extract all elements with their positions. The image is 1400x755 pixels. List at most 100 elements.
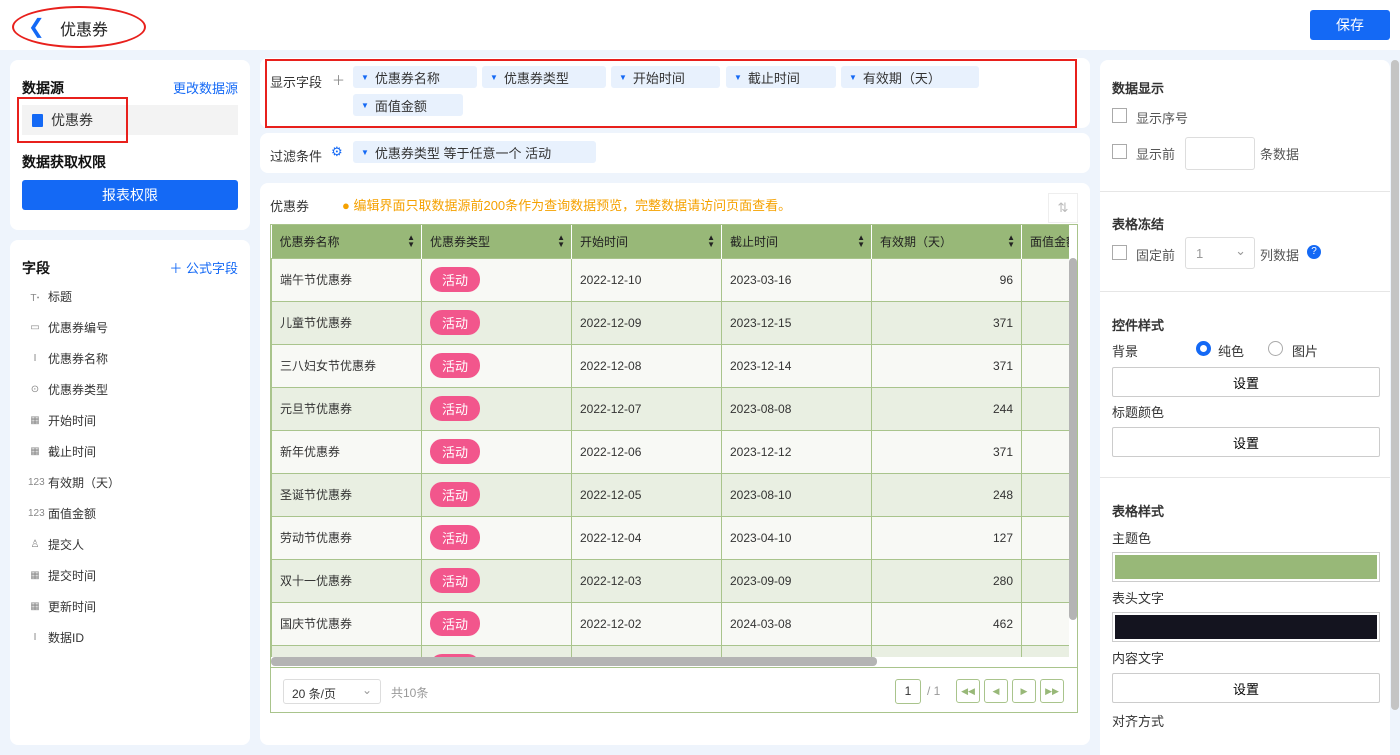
cell-name: 新年优惠券 (271, 429, 422, 474)
column-header[interactable]: 有效期（天） ▲ ▼ (871, 225, 1022, 258)
cell-type: 活动 (421, 644, 572, 657)
table-row[interactable]: 儿童节优惠券 活动 2022-12-09 2023-12-15 371 (271, 300, 1069, 345)
header-text-color-swatch[interactable] (1112, 612, 1380, 642)
page-size-select[interactable]: 20 条/页 ⌄ (283, 679, 381, 704)
cell-start: 2022-12-06 (571, 429, 722, 474)
table-row[interactable]: 劳动节优惠券 活动 2022-12-04 2023-04-10 127 (271, 515, 1069, 560)
show-first-checkbox[interactable] (1112, 144, 1127, 159)
field-item[interactable]: 123 有效期（天） (28, 474, 120, 491)
freeze-checkbox[interactable] (1112, 245, 1127, 260)
table-row[interactable]: 三八妇女节优惠券 活动 2022-12-08 2023-12-14 371 (271, 343, 1069, 388)
permission-label: 数据获取权限 (22, 154, 106, 170)
filter-chip[interactable]: ▼ 优惠券类型 等于任意一个 活动 (353, 141, 596, 163)
column-header[interactable]: 面值金额 (1021, 225, 1069, 258)
column-header[interactable]: 截止时间 ▲ ▼ (721, 225, 872, 258)
cell-validity: 371 (871, 429, 1022, 474)
column-header[interactable]: 优惠券名称 ▲ ▼ (271, 225, 422, 258)
sort-icon[interactable]: ▲ ▼ (707, 233, 715, 249)
page-input[interactable]: 1 (895, 679, 921, 704)
table-row[interactable]: 活动 (271, 644, 1069, 657)
display-field-chip[interactable]: ▼ 有效期（天） (841, 66, 979, 88)
horizontal-scrollbar[interactable] (271, 657, 877, 666)
table-row[interactable]: 国庆节优惠券 活动 2022-12-02 2024-03-08 462 (271, 601, 1069, 646)
next-page-icon[interactable]: ▶ (1012, 679, 1036, 703)
column-header[interactable]: 优惠券类型 ▲ ▼ (421, 225, 572, 258)
show-first-label: 显示前 (1136, 147, 1176, 162)
cell-end: 2023-04-10 (721, 515, 872, 560)
cell-end: 2023-08-10 (721, 472, 872, 517)
freeze-heading: 表格冻结 (1112, 217, 1165, 232)
field-name: 有效期（天） (48, 476, 121, 490)
show-first-input[interactable] (1185, 137, 1255, 170)
datasource-name: 优惠券 (51, 112, 93, 128)
background-set-button[interactable]: 设置 (1112, 367, 1380, 397)
column-title: 开始时间 (580, 234, 629, 249)
freeze-value: 1 (1196, 246, 1204, 261)
theme-color-swatch[interactable] (1112, 552, 1380, 582)
show-index-checkbox[interactable] (1112, 108, 1127, 123)
table-row[interactable]: 圣诞节优惠券 活动 2022-12-05 2023-08-10 248 (271, 472, 1069, 517)
display-field-chip[interactable]: ▼ 开始时间 (611, 66, 720, 88)
header-row: 优惠券名称 ▲▼ 优惠券类型 ▲▼ 开始时间 ▲▼ 截止时间 ▲▼ 有效期（天） ▲▼ 面值金额 (271, 225, 1069, 258)
field-item[interactable]: ▦ 开始时间 (28, 412, 96, 429)
sort-icon[interactable]: ▲ ▼ (1007, 233, 1015, 249)
solid-radio[interactable] (1196, 341, 1211, 356)
type-badge: 活动 (430, 396, 481, 421)
image-radio[interactable] (1268, 341, 1283, 356)
plus-icon: ＋ (169, 261, 186, 276)
title-color-set-button[interactable]: 设置 (1112, 427, 1380, 457)
sort-icon[interactable]: ▲ ▼ (857, 233, 865, 249)
sort-toggle-icon[interactable]: ⇅ (1048, 193, 1078, 223)
field-name: 截止时间 (48, 445, 97, 459)
field-item[interactable]: 123 面值金额 (28, 505, 96, 522)
sort-icon[interactable]: ▲ ▼ (557, 233, 565, 249)
save-button[interactable]: 保存 (1310, 10, 1390, 40)
table-scroll[interactable]: 优惠券名称 ▲▼ 优惠券类型 ▲▼ 开始时间 ▲▼ 截止时间 ▲▼ 有效期（天） ▲▼ 面值金额端午… (271, 225, 1069, 657)
field-name: 优惠券类型 (48, 383, 109, 397)
report-permission-button[interactable]: 报表权限 (22, 180, 238, 210)
cell-name: 儿童节优惠券 (271, 300, 422, 345)
column-header[interactable]: 开始时间 ▲ ▼ (571, 225, 722, 258)
field-item[interactable]: ♙ 提交人 (28, 536, 85, 553)
vertical-scrollbar[interactable] (1069, 258, 1077, 620)
add-field-icon[interactable]: ＋ (332, 73, 346, 88)
display-field-chip[interactable]: ▼ 截止时间 (726, 66, 836, 88)
type-badge: 活动 (430, 525, 481, 550)
show-first-suffix: 条数据 (1260, 147, 1300, 162)
table-row[interactable]: 双十一优惠券 活动 2022-12-03 2023-09-09 280 (271, 558, 1069, 603)
field-item[interactable]: ▭ 优惠券编号 (28, 319, 108, 336)
change-datasource-link[interactable]: 更改数据源 (172, 81, 238, 96)
table-row[interactable]: 新年优惠券 活动 2022-12-06 2023-12-12 371 (271, 429, 1069, 474)
cell-amount (1021, 386, 1069, 431)
gear-icon[interactable]: ⚙ (331, 144, 343, 159)
help-icon[interactable]: ? (1307, 245, 1321, 259)
panel-scrollbar[interactable] (1391, 60, 1399, 710)
first-page-icon[interactable]: ◀◀ (956, 679, 980, 703)
cell-end: 2023-12-12 (721, 429, 872, 474)
field-item[interactable]: ▦ 提交时间 (28, 567, 96, 584)
table-row[interactable]: 端午节优惠券 活动 2022-12-10 2023-03-16 96 (271, 257, 1069, 302)
field-item[interactable]: Tꞏ 标题 (28, 288, 72, 305)
field-type-icon: ▦ (30, 570, 40, 581)
content-text-set-button[interactable]: 设置 (1112, 673, 1380, 703)
field-type-icon: ▦ (30, 415, 40, 426)
sort-icon[interactable]: ▲ ▼ (407, 233, 415, 249)
last-page-icon[interactable]: ▶▶ (1040, 679, 1064, 703)
field-item[interactable]: I 优惠券名称 (28, 350, 108, 367)
freeze-select[interactable]: 1 ⌄ (1185, 237, 1255, 269)
datasource-label: 数据源 (22, 80, 64, 96)
field-name: 面值金额 (48, 507, 97, 521)
cell-name: 三八妇女节优惠券 (271, 343, 422, 388)
formula-field-button[interactable]: ＋ 公式字段 (169, 258, 238, 277)
display-field-chip[interactable]: ▼ 优惠券名称 (353, 66, 477, 88)
prev-page-icon[interactable]: ◀ (984, 679, 1008, 703)
datasource-item[interactable]: 优惠券 (22, 105, 238, 135)
cell-start: 2022-12-08 (571, 343, 722, 388)
display-field-chip[interactable]: ▼ 面值金额 (353, 94, 463, 116)
field-item[interactable]: ▦ 截止时间 (28, 443, 96, 460)
display-field-chip[interactable]: ▼ 优惠券类型 (482, 66, 606, 88)
table-row[interactable]: 元旦节优惠券 活动 2022-12-07 2023-08-08 244 (271, 386, 1069, 431)
field-item[interactable]: ▦ 更新时间 (28, 598, 96, 615)
field-item[interactable]: ⊙ 优惠券类型 (28, 381, 108, 398)
field-item[interactable]: I 数据ID (28, 629, 84, 646)
